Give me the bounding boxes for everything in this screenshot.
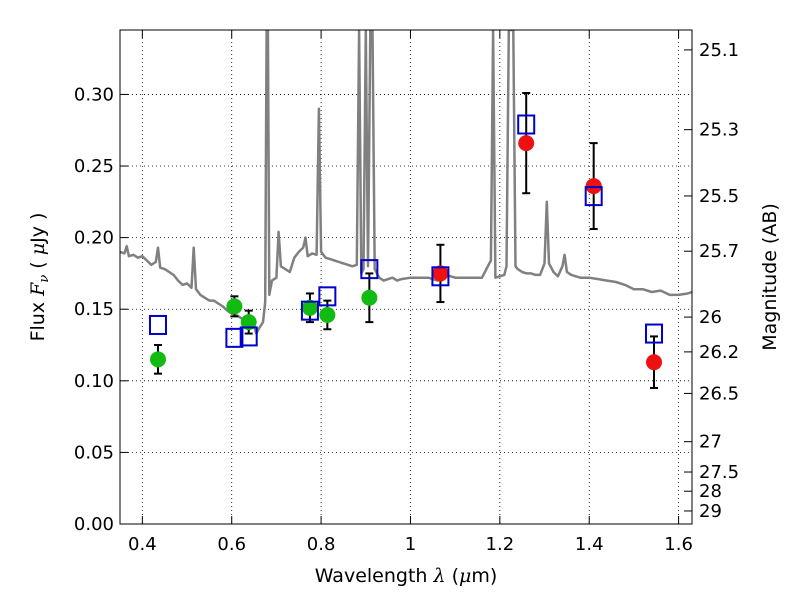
y-tick-label: 0.05 (74, 442, 114, 463)
y-axis-title: Flux Fν ( μJy ) (27, 213, 52, 342)
model-band-square (239, 326, 258, 347)
observed-point-green (149, 351, 166, 368)
x-tick-label: 1.4 (575, 534, 604, 555)
model-spectrum-line (120, 30, 692, 335)
y2-tick-label: 26.2 (699, 342, 739, 363)
y2-tick-label: 29 (699, 501, 722, 522)
model-band-square (360, 259, 379, 280)
x-tick-label: 0.4 (128, 534, 157, 555)
y-tick-label: 0.25 (74, 156, 114, 177)
ticks: 0.4 0.6 0.8 1 1.2 1.4 1.6 0.00 0.05 0.10 0.15 0.20 0… (74, 30, 739, 555)
y2-tick-label: 25.7 (699, 241, 739, 262)
model-band-square (318, 286, 337, 307)
y2-tick-label: 27.5 (699, 462, 739, 483)
observed-point-red (646, 354, 663, 371)
y-tick-label: 0.00 (74, 514, 114, 535)
model-band-square (584, 186, 603, 207)
observed-point-green (319, 306, 336, 323)
model-band-square (645, 323, 664, 344)
x-tick-label: 0.8 (307, 534, 336, 555)
x-tick-label: 1.6 (664, 534, 693, 555)
observed-point-green (301, 299, 318, 316)
observed-point-green (240, 314, 257, 331)
x-tick-label: 0.6 (217, 534, 246, 555)
y-tick-label: 0.20 (74, 228, 114, 249)
y-tick-label: 0.15 (74, 299, 114, 320)
observed-point-red (432, 265, 449, 282)
model-band-square (431, 266, 450, 287)
y2-tick-label: 25.5 (699, 186, 739, 207)
model-band-square (517, 114, 536, 135)
model-band-square (148, 314, 167, 335)
model-band-square (300, 300, 319, 321)
plot-area (120, 30, 692, 335)
plot-background (120, 30, 692, 524)
x-tick-label: 1.2 (486, 534, 515, 555)
markers (148, 92, 664, 389)
model-band-square (225, 327, 244, 348)
y-tick-label: 0.10 (74, 371, 114, 392)
y-tick-label: 0.30 (74, 84, 114, 105)
y2-tick-label: 27 (699, 432, 722, 453)
x-tick-label: 1 (405, 534, 416, 555)
plot-frame (119, 29, 693, 525)
x-axis-title: Wavelength λ (μm) (315, 565, 498, 587)
y2-tick-label: 26.5 (699, 383, 739, 404)
observed-point-green (226, 298, 243, 315)
y2-tick-label: 25.3 (699, 120, 739, 141)
observed-point-red (518, 135, 535, 152)
observed-point-green (361, 289, 378, 306)
y2-tick-label: 26 (699, 307, 722, 328)
y2-axis-title: Magnitude (AB) (759, 203, 781, 351)
observed-point-red (585, 178, 602, 195)
y2-tick-label: 28 (699, 481, 722, 502)
y2-tick-label: 25.1 (699, 40, 739, 61)
